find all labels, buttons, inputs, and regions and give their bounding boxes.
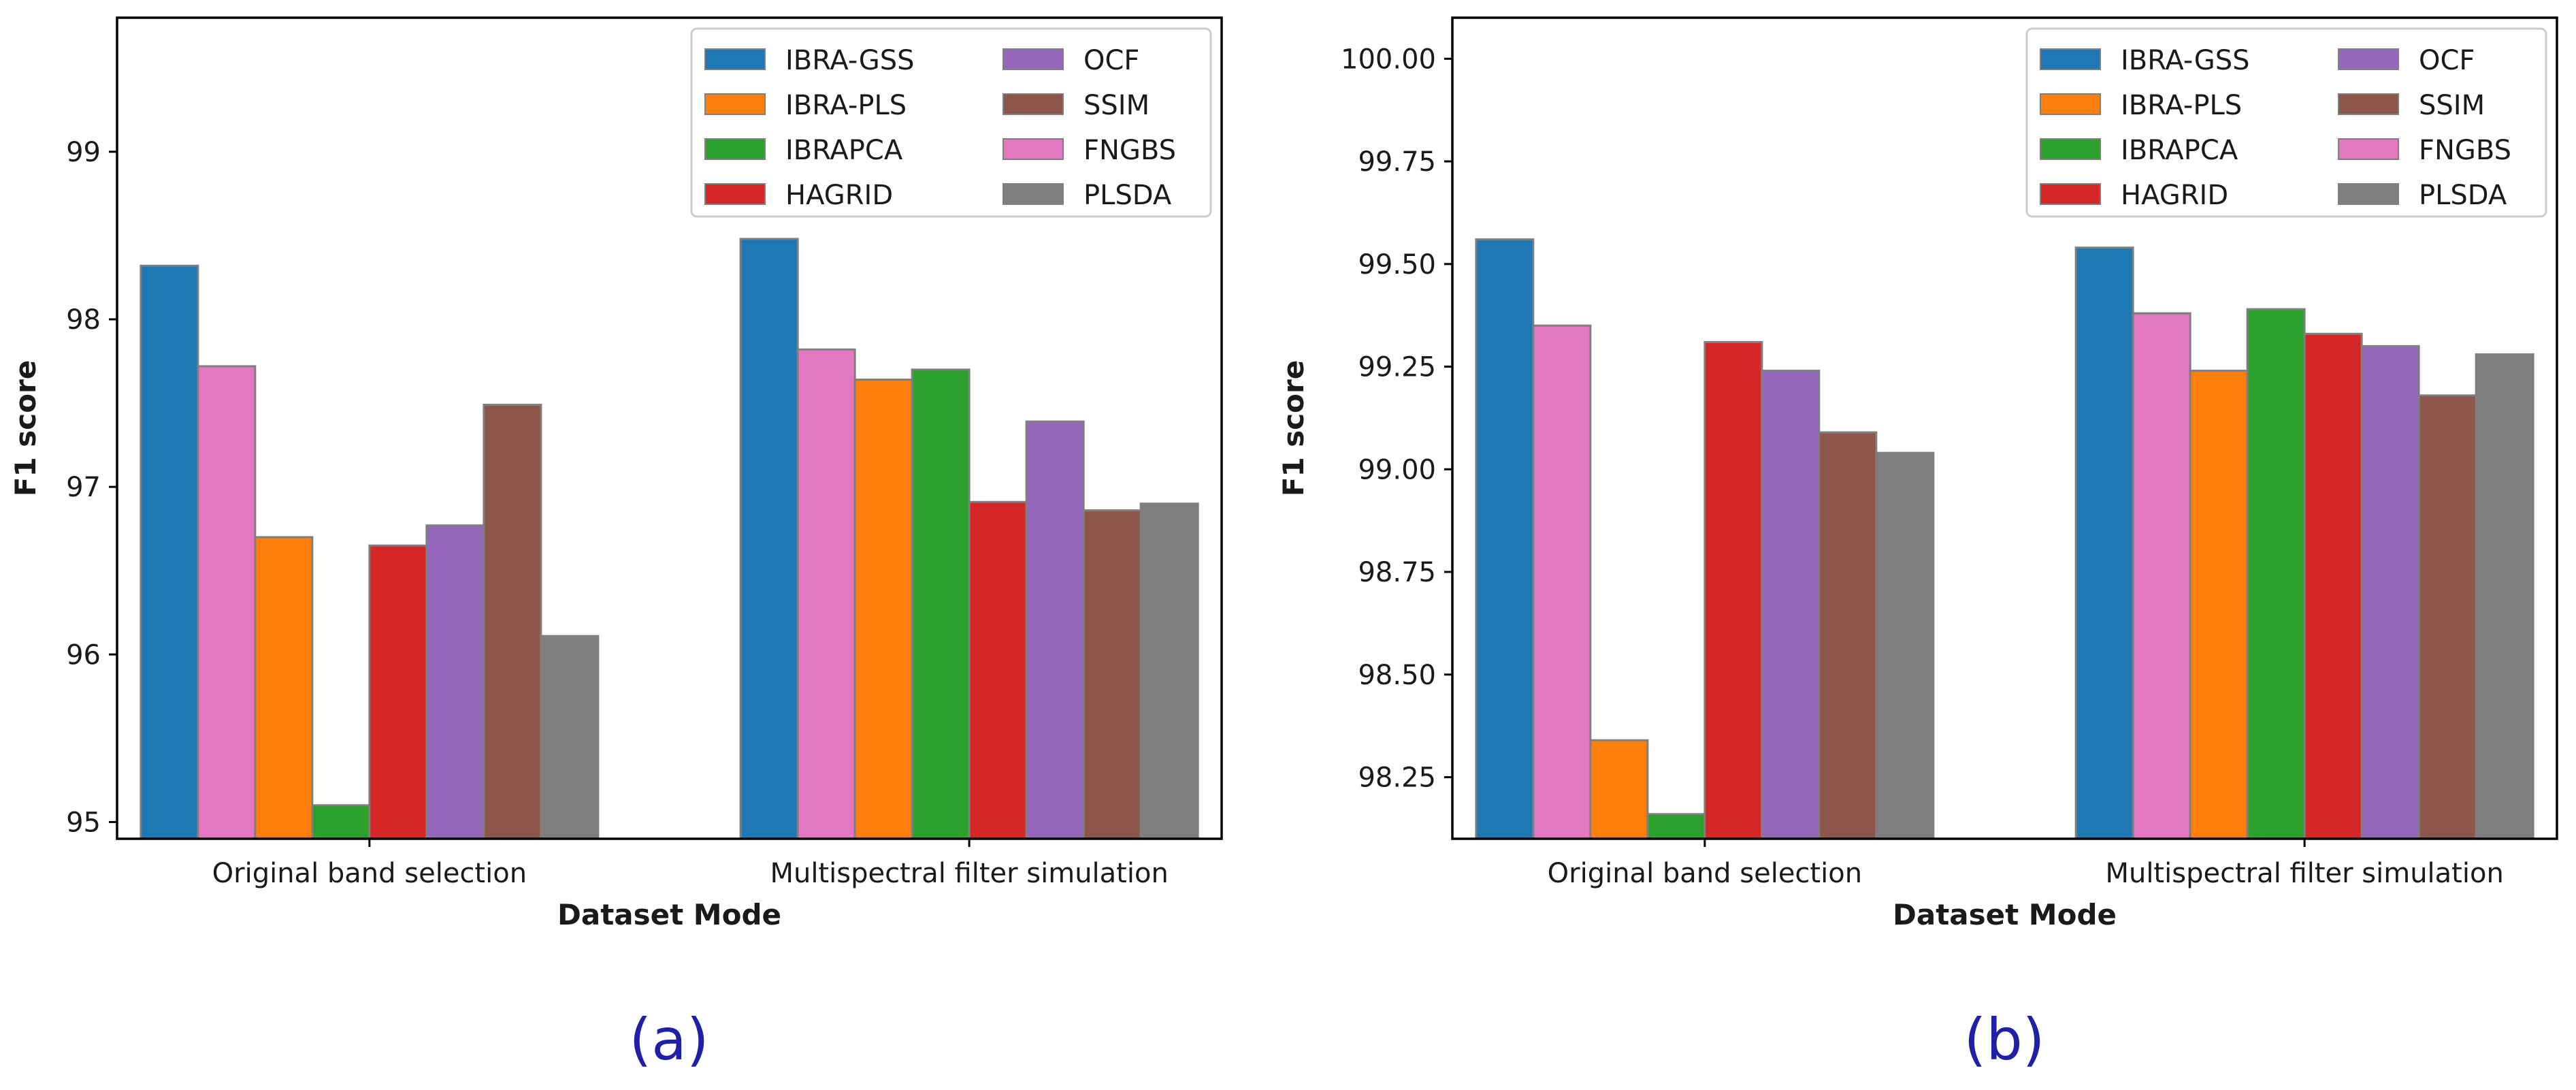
legend-label-fngbs: FNGBS [1083,135,1176,166]
bar-ssim-original [1818,431,1878,840]
y-tick-label: 99 [66,137,101,168]
bar-fngbs-original [1532,324,1592,840]
legend-label-ibrapca: IBRAPCA [785,135,903,166]
legend-swatch-ibra-gss [704,48,766,70]
bar-ocf-original [425,524,485,840]
legend-label-ssim: SSIM [2419,90,2485,121]
y-tick-label: 99.50 [1358,249,1436,280]
legend-swatch-ibra-pls [704,93,766,115]
legend-swatch-ibra-gss [2040,48,2101,70]
plot-frame [116,16,1223,840]
y-axis-title: F1 score [1277,360,1310,496]
legend-label-fngbs: FNGBS [2419,135,2511,166]
legend-swatch-ibrapca [704,138,766,160]
x-tick-label: Original band selection [1548,858,1862,889]
bar-plsda-multispectral [1139,502,1199,840]
legend-swatch-ocf [2338,48,2399,70]
bar-plsda-multispectral [2475,353,2534,840]
bar-hagrid-original [368,544,428,840]
legend-label-hagrid: HAGRID [2121,180,2228,211]
x-axis-title: Dataset Mode [557,898,781,931]
bar-hagrid-multispectral [968,500,1028,840]
bar-ibrapca-original [1646,813,1706,840]
bar-plsda-original [1875,451,1935,840]
bar-fngbs-multispectral [796,348,856,840]
bar-ibra-gss-multispectral [739,238,799,840]
legend-label-ibra-gss: IBRA-GSS [2121,45,2250,76]
legend-swatch-fngbs [1002,138,1064,160]
legend-label-ocf: OCF [1083,45,1139,76]
bar-ibra-pls-multispectral [2189,370,2249,840]
bar-ssim-multispectral [2417,394,2477,840]
legend-swatch-ibra-pls [2040,93,2101,115]
legend-swatch-ssim [1002,93,1064,115]
y-tick-label: 97 [66,472,101,503]
y-tick-label: 98 [66,304,101,336]
legend: IBRA-GSS IBRA-PLS IBRAPCA HAGRID OCF SSIM FNGB… [2025,27,2547,218]
x-tick-label: Multispectral filter simulation [2105,858,2503,889]
bar-hagrid-multispectral [2303,332,2363,840]
bar-hagrid-original [1703,340,1763,840]
bar-ocf-multispectral [2360,344,2420,840]
panel-caption: (b) [1964,1006,2045,1073]
y-axis-title: F1 score [9,360,42,496]
legend-swatch-hagrid [704,183,766,205]
legend-swatch-plsda [1002,183,1064,205]
plot-frame [1451,16,2558,840]
legend-label-ocf: OCF [2419,45,2475,76]
legend-label-ibra-pls: IBRA-PLS [785,90,907,121]
legend-swatch-ibrapca [2040,138,2101,160]
y-tick-label: 96 [66,639,101,671]
x-axis-title: Dataset Mode [1893,898,2117,931]
bar-ibrapca-multispectral [911,368,971,840]
bar-ocf-original [1761,370,1821,840]
bar-ibra-gss-original [1475,238,1535,840]
bar-ibrapca-multispectral [2246,308,2306,840]
legend-label-plsda: PLSDA [1083,180,1172,211]
panel-a: Original band selection Multispectral fil… [9,16,1223,1073]
bar-ibra-pls-original [254,536,314,840]
legend-label-ibra-pls: IBRA-PLS [2121,90,2242,121]
bar-ssim-original [483,404,542,840]
y-tick-label: 98.75 [1358,557,1436,588]
legend-box [2025,27,2547,218]
bar-ocf-multispectral [1025,420,1085,840]
legend-label-ssim: SSIM [1083,90,1150,121]
legend-swatch-ssim [2338,93,2399,115]
panel-caption: (a) [629,1006,708,1073]
legend-swatch-ocf [1002,48,1064,70]
legend: IBRA-GSS IBRA-PLS IBRAPCA HAGRID OCF SSIM FNGB… [690,27,1212,218]
legend-label-ibra-gss: IBRA-GSS [785,45,915,76]
bar-fngbs-multispectral [2132,312,2191,840]
panel-b: Original band selection Multispectral fil… [1277,16,2558,1073]
bar-ibrapca-original [311,804,371,840]
bar-plsda-original [540,635,600,840]
y-tick-label: 99.75 [1358,146,1436,178]
legend-swatch-hagrid [2040,183,2101,205]
y-tick-label: 98.50 [1358,660,1436,691]
y-tick-label: 95 [66,807,101,838]
y-tick-label: 100.00 [1341,44,1436,75]
bar-ibra-pls-original [1589,739,1649,840]
bar-ibra-gss-original [140,264,199,840]
bar-fngbs-original [197,365,257,840]
x-tick-label: Multispectral filter simulation [770,858,1168,889]
bar-ibra-pls-multispectral [853,379,913,840]
legend-box [690,27,1212,218]
x-tick-label: Original band selection [212,858,527,889]
legend-label-ibrapca: IBRAPCA [2121,135,2238,166]
legend-label-hagrid: HAGRID [785,180,893,211]
bar-ibra-gss-multispectral [2074,246,2134,840]
legend-swatch-plsda [2338,183,2399,205]
y-tick-label: 99.25 [1358,352,1436,383]
bar-ssim-multispectral [1082,509,1142,840]
y-tick-label: 99.00 [1358,454,1436,485]
legend-label-plsda: PLSDA [2419,180,2507,211]
y-tick-label: 98.25 [1358,763,1436,794]
legend-swatch-fngbs [2338,138,2399,160]
